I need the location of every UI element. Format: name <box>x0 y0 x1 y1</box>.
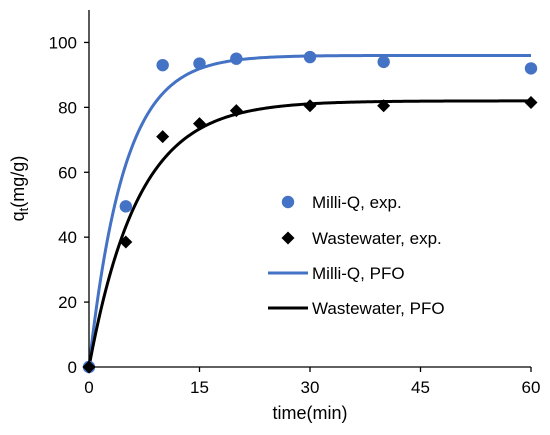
x-axis-title: time(min) <box>273 403 348 423</box>
data-point-circle <box>524 62 538 75</box>
y-axis-title: qt(mg/g) <box>8 156 31 222</box>
y-tick-label: 60 <box>58 163 77 182</box>
plot-markers <box>82 50 538 374</box>
legend: Milli-Q, exp. Wastewater, exp. Milli-Q, PF… <box>268 193 445 318</box>
legend-label: Milli-Q, exp. <box>312 193 402 212</box>
x-tick-label: 30 <box>301 378 320 397</box>
y-axis-title-subscript: t <box>16 207 31 211</box>
x-tick-label: 0 <box>84 378 93 397</box>
ticks: 0 20 40 60 80 100 0 15 30 45 60 <box>49 33 541 397</box>
legend-marker-diamond <box>281 231 295 245</box>
data-point-diamond <box>303 99 317 113</box>
data-point-circle <box>303 50 317 64</box>
x-tick-label: 15 <box>190 378 209 397</box>
data-point-circle <box>119 200 133 213</box>
data-point-diamond <box>524 95 538 109</box>
data-point-diamond <box>193 117 206 131</box>
pfo-fit-line <box>87 99 531 368</box>
legend-label: Milli-Q, PFO <box>312 264 405 283</box>
legend-item: Wastewater, exp. <box>281 229 442 248</box>
x-tick-label: 45 <box>411 378 430 397</box>
y-tick-label: 20 <box>58 293 77 312</box>
legend-item: Milli-Q, PFO <box>268 264 405 283</box>
data-point-circle <box>156 58 169 72</box>
legend-label: Wastewater, exp. <box>312 229 442 248</box>
data-point-diamond <box>229 104 243 118</box>
legend-marker-circle <box>281 195 295 209</box>
legend-item: Wastewater, PFO <box>268 299 445 318</box>
data-point-diamond <box>377 99 391 113</box>
y-tick-label: 40 <box>58 228 77 247</box>
y-axis-title-main: q <box>8 211 28 221</box>
data-point-circle <box>377 55 390 69</box>
legend-item: Milli-Q, exp. <box>281 193 402 212</box>
x-tick-label: 60 <box>522 378 541 397</box>
y-tick-label: 0 <box>68 358 77 377</box>
y-tick-label: 100 <box>49 33 77 52</box>
axes <box>88 10 531 368</box>
data-point-circle <box>193 57 206 70</box>
legend-label: Wastewater, PFO <box>312 299 445 318</box>
y-tick-label: 80 <box>58 98 77 117</box>
data-point-diamond <box>156 130 170 144</box>
data-point-diamond <box>119 235 133 249</box>
y-axis-title-unit: (mg/g) <box>8 156 28 208</box>
data-point-circle <box>230 52 243 65</box>
